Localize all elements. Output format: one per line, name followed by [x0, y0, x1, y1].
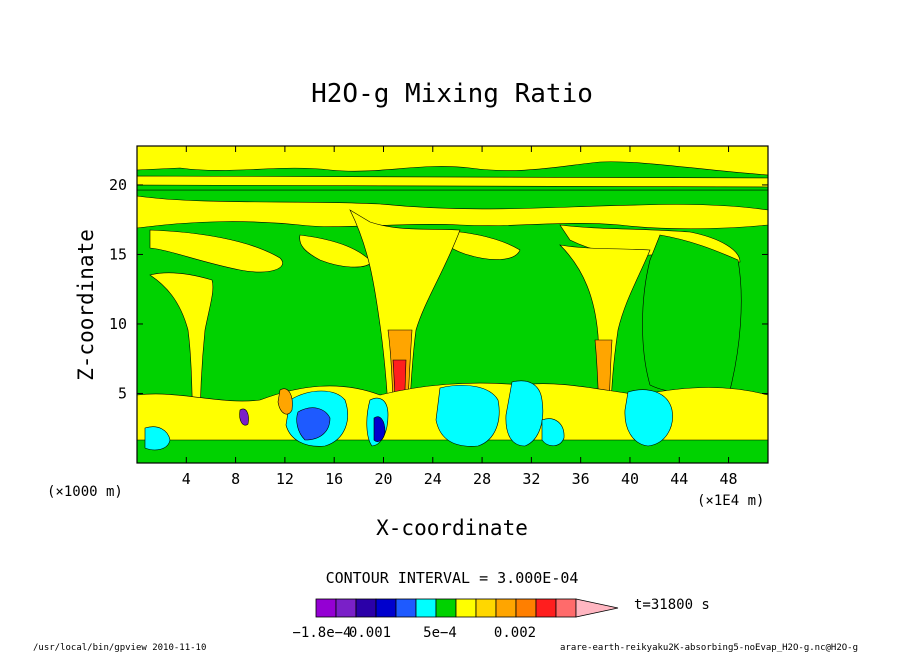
colorbar-label: 0.002	[494, 625, 536, 641]
yellow-streak	[299, 234, 373, 268]
colorbar-arrow	[575, 598, 619, 618]
cyan-blob	[435, 385, 500, 447]
y-tick-label: 15	[109, 245, 127, 263]
colorbar-swatch	[455, 598, 477, 618]
chart-title: H2O-g Mixing Ratio	[311, 79, 593, 109]
x-tick-label: 4	[182, 470, 191, 488]
x-tick-label: 20	[374, 470, 392, 488]
plot-area	[136, 145, 769, 464]
colorbar-swatch	[315, 598, 337, 618]
x-tick-label: 44	[670, 470, 688, 488]
y-tick-label: 5	[118, 384, 127, 402]
x-tick-label: 24	[424, 470, 442, 488]
time-label: t=31800 s	[634, 597, 710, 613]
colorbar-swatch	[535, 598, 557, 618]
x-axis: 4 8 12 16 20 24 28 32 36 40 44 48	[182, 146, 738, 488]
colorbar-swatch	[395, 598, 417, 618]
plot-frame	[136, 145, 769, 464]
x-tick-label: 32	[522, 470, 540, 488]
colorbar-swatch	[555, 598, 577, 618]
y-axis: 5 10 15 20	[109, 176, 768, 402]
orange-blob	[277, 388, 293, 415]
colorbar-swatch	[475, 598, 497, 618]
footer-right: arare-earth-reikyaku2K-absorbing5-noEvap…	[560, 643, 858, 653]
contour-interval: CONTOUR INTERVAL = 3.000E-04	[326, 569, 579, 587]
darkblue-blob	[373, 416, 386, 442]
x-tick-label: 28	[473, 470, 491, 488]
footer-left: /usr/local/bin/gpview 2010-11-10	[33, 643, 206, 653]
x-axis-title: X-coordinate	[376, 516, 528, 540]
colorbar-swatch	[375, 598, 397, 618]
colorbar-swatch	[415, 598, 437, 618]
surface-green	[137, 439, 768, 463]
colorbar-label: −1.8e−4	[292, 625, 351, 641]
tropopause-line	[137, 184, 768, 191]
field-layer	[137, 146, 768, 463]
colorbar-swatch	[515, 598, 537, 618]
y-tick-label: 20	[109, 176, 127, 194]
colorbar-swatch	[335, 598, 357, 618]
x-tick-label: 36	[572, 470, 590, 488]
colorbar-swatch	[435, 598, 457, 618]
central-column	[349, 209, 461, 441]
upper-yellow-band	[137, 146, 768, 176]
x-unit-label: (×1E4 m)	[697, 493, 764, 509]
colorbar	[315, 598, 619, 618]
y-tick-label: 10	[109, 315, 127, 333]
x-tick-label: 40	[621, 470, 639, 488]
colorbar-swatch	[495, 598, 517, 618]
upper-yellow-region	[137, 195, 768, 230]
yellow-streak-left	[149, 229, 283, 273]
cyan-blob	[144, 426, 171, 451]
right-green	[642, 234, 742, 394]
cyan-blob	[541, 418, 565, 447]
x-tick-label: 48	[720, 470, 738, 488]
colorbar-label: 0.001	[349, 625, 391, 641]
x-tick-label: 16	[325, 470, 343, 488]
blue-blob	[296, 407, 331, 441]
x-tick-label: 12	[276, 470, 294, 488]
y-axis-title: Z-coordinate	[74, 229, 98, 381]
cyan-blob	[505, 380, 544, 447]
colorbar-label: 5e−4	[423, 625, 457, 641]
purple-blob	[239, 408, 249, 426]
cyan-blob	[624, 389, 673, 447]
colorbar-labels: −1.8e−40.001 5e−4 0.002	[292, 625, 536, 641]
y-unit-label: (×1000 m)	[47, 484, 123, 500]
x-tick-label: 8	[231, 470, 240, 488]
colorbar-swatch	[355, 598, 377, 618]
